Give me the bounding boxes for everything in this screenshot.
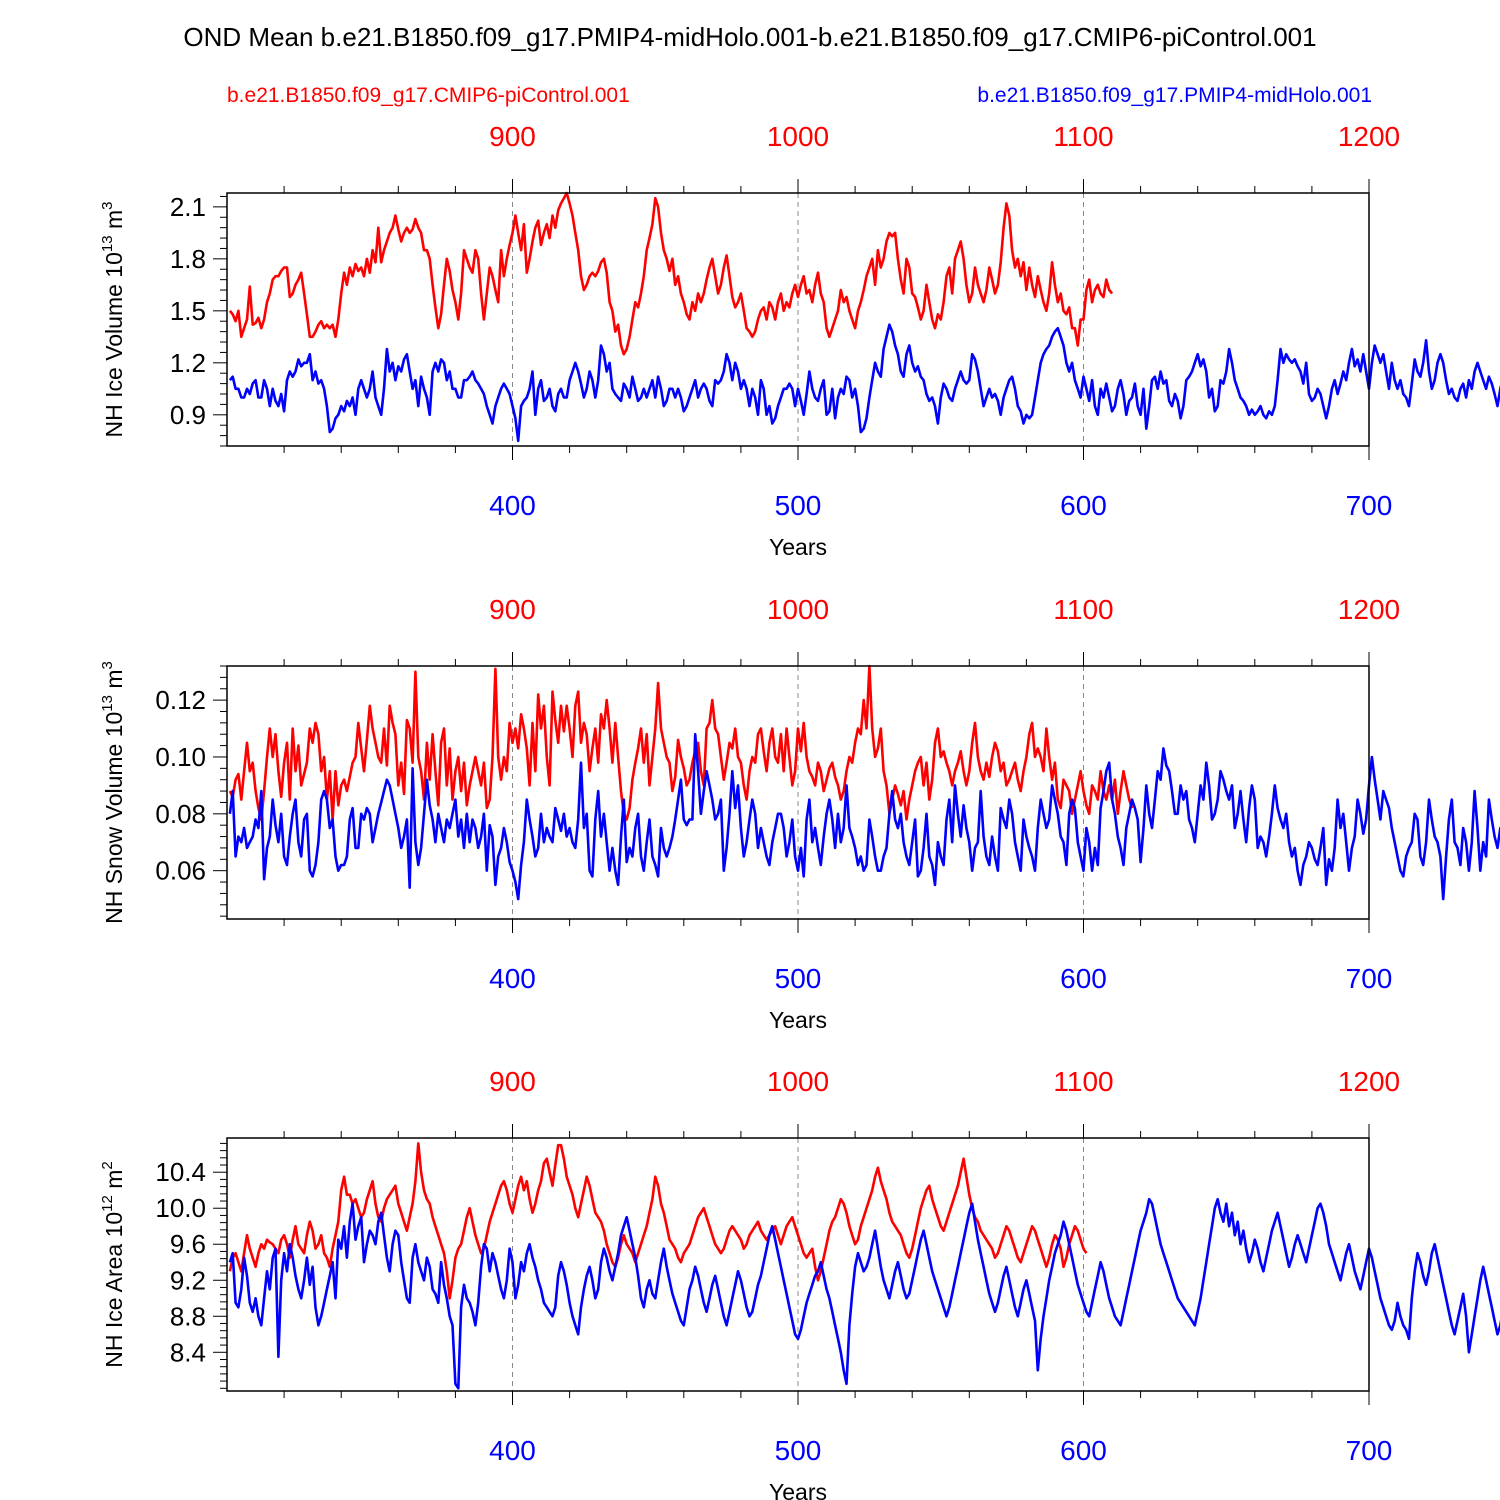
top-tick-label: 900 xyxy=(489,1066,536,1097)
y-axis-title-unit-exponent: 2 xyxy=(99,1161,116,1169)
y-axis-title-unit-exponent: 3 xyxy=(99,661,116,669)
y-axis-title-text: NH Snow Volume 10 xyxy=(101,712,127,924)
panel-ice-area: 400 500 600 700 900 1000 1100 1200 Years 8.4 8.8 9.… xyxy=(99,1066,1500,1500)
y-tick-label: 9.2 xyxy=(170,1265,206,1295)
figure-title: OND Mean b.e21.B1850.f09_g17.PMIP4-midHo… xyxy=(183,22,1316,52)
panel-snow-volume: 400 500 600 700 900 1000 1100 1200 Years 0.06 0.08… xyxy=(99,594,1500,1033)
y-tick-label: 1.2 xyxy=(170,348,206,378)
top-tick-label: 1200 xyxy=(1338,121,1400,152)
series-control-line xyxy=(228,191,1114,356)
series-midholo-line xyxy=(228,323,1500,443)
y-tick-label: 0.06 xyxy=(155,856,206,886)
top-tick-label: 1200 xyxy=(1338,594,1400,625)
bottom-tick-label: 500 xyxy=(775,963,822,994)
y-axis-title-text: NH Ice Volume 10 xyxy=(101,252,127,437)
y-tick-label: 2.1 xyxy=(170,192,206,222)
top-tick-label: 1100 xyxy=(1053,121,1113,152)
top-tick-label: 900 xyxy=(489,594,536,625)
y-tick-label: 0.9 xyxy=(170,400,206,430)
series-midholo-line xyxy=(228,732,1500,901)
bottom-tick-label: 500 xyxy=(775,490,822,521)
top-tick-label: 1000 xyxy=(767,121,829,152)
bottom-tick-label: 600 xyxy=(1060,1435,1107,1466)
y-tick-label: 1.8 xyxy=(170,244,206,274)
bottom-tick-label: 400 xyxy=(489,1435,536,1466)
bottom-tick-label: 400 xyxy=(489,963,536,994)
series-control-line xyxy=(228,1142,1088,1300)
y-tick-label: 0.08 xyxy=(155,799,206,829)
y-axis-title-unit-exponent: 3 xyxy=(99,202,116,210)
y-axis-title-exponent: 13 xyxy=(99,695,116,712)
bottom-tick-label: 700 xyxy=(1346,1435,1393,1466)
y-tick-label: 9.6 xyxy=(170,1229,206,1259)
series-midholo-line xyxy=(228,1197,1500,1390)
y-tick-label: 1.5 xyxy=(170,296,206,326)
x-axis-title: Years xyxy=(769,1007,827,1033)
top-tick-label: 1000 xyxy=(767,1066,829,1097)
bottom-tick-label: 700 xyxy=(1346,490,1393,521)
y-tick-label: 10.4 xyxy=(155,1157,206,1187)
x-axis-title: Years xyxy=(769,1479,827,1500)
y-axis-title-unit: m xyxy=(101,1170,127,1196)
top-tick-label: 1100 xyxy=(1053,1066,1113,1097)
y-axis-title-exponent: 12 xyxy=(99,1195,116,1212)
top-tick-label: 1000 xyxy=(767,594,829,625)
y-axis-title-exponent: 13 xyxy=(99,235,116,252)
y-axis-title: NH Snow Volume 1013 m3 xyxy=(99,661,127,924)
bottom-tick-label: 700 xyxy=(1346,963,1393,994)
y-tick-label: 10.0 xyxy=(155,1193,206,1223)
y-tick-label: 8.4 xyxy=(170,1337,206,1367)
y-tick-label: 0.12 xyxy=(155,685,206,715)
bottom-tick-label: 400 xyxy=(489,490,536,521)
bottom-tick-label: 600 xyxy=(1060,490,1107,521)
y-tick-label: 0.10 xyxy=(155,742,206,772)
y-axis-title-unit: m xyxy=(101,210,127,236)
legend-control-label: b.e21.B1850.f09_g17.CMIP6-piControl.001 xyxy=(227,84,630,107)
y-axis-title: NH Ice Area 1012 m2 xyxy=(99,1161,127,1368)
bottom-tick-label: 600 xyxy=(1060,963,1107,994)
x-axis-title: Years xyxy=(769,534,827,560)
series-control-line xyxy=(228,664,1134,821)
top-tick-label: 1100 xyxy=(1053,594,1113,625)
panel-ice-volume: 400 500 600 700 900 1000 1100 1200 Years 0.9 1.2 1.… xyxy=(99,121,1500,560)
legend-midholo-label: b.e21.B1850.f09_g17.PMIP4-midHolo.001 xyxy=(977,84,1372,107)
bottom-tick-label: 500 xyxy=(775,1435,822,1466)
y-tick-label: 8.8 xyxy=(170,1301,206,1331)
y-axis-title-text: NH Ice Area 10 xyxy=(101,1212,127,1368)
top-tick-label: 900 xyxy=(489,121,536,152)
top-tick-label: 1200 xyxy=(1338,1066,1400,1097)
y-axis-title: NH Ice Volume 1013 m3 xyxy=(99,202,127,438)
y-axis-title-unit: m xyxy=(101,669,127,695)
